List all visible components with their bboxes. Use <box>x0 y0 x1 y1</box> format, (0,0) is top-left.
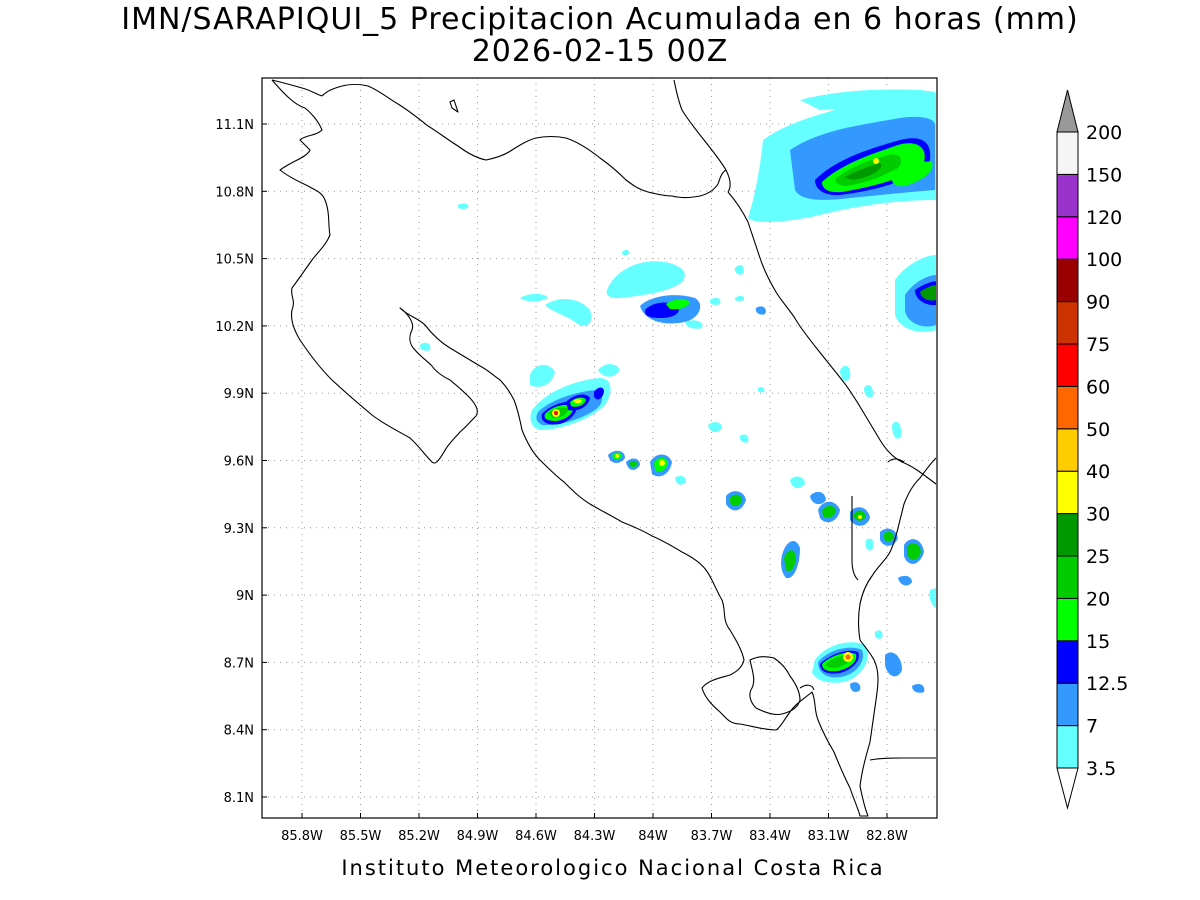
legend-swatch <box>1056 555 1079 599</box>
precip-cell-east-edge <box>895 255 936 332</box>
legend-label: 100 <box>1086 249 1122 271</box>
x-tick-label: 84.3W <box>574 829 616 844</box>
x-tick-label: 83.1W <box>808 829 850 844</box>
legend-label: 90 <box>1086 292 1110 314</box>
y-tick-label: 9.6N <box>224 455 254 470</box>
legend-label: 50 <box>1086 419 1110 441</box>
legend-label: 75 <box>1086 334 1110 356</box>
legend-swatch <box>1056 597 1079 642</box>
y-tick-label: 8.4N <box>224 724 254 739</box>
x-tick-label: 84W <box>638 829 668 844</box>
legend-swatch <box>1056 428 1079 472</box>
legend-arrow-low <box>1056 767 1079 810</box>
legend-label: 15 <box>1086 631 1110 653</box>
color-legend: 3.5 7 12.5 15 20 25 30 40 50 60 75 90 100 120 150 200 <box>1056 89 1128 810</box>
legend-swatch <box>1056 343 1079 387</box>
precip-cell-northeast <box>748 89 936 222</box>
x-tick-label: 84.6W <box>515 829 557 844</box>
map-title: IMN/SARAPIQUI_5 Precipitacion Acumulada … <box>121 2 1079 37</box>
x-tick-label: 84.9W <box>457 829 499 844</box>
precip-cell-north-central <box>520 261 701 326</box>
legend-label: 20 <box>1086 588 1110 610</box>
y-axis: 11.1N 10.8N 10.5N 10.2N 9.9N 9.6N 9.3N 9N 8.7N 8.… <box>215 118 267 806</box>
legend-swatch <box>1056 513 1079 557</box>
footer-credit: Instituto Meteorologico Nacional Costa R… <box>341 856 885 880</box>
coastline <box>271 79 937 817</box>
y-tick-label: 10.5N <box>215 253 254 268</box>
legend-label: 25 <box>1086 546 1110 568</box>
legend-label: 60 <box>1086 376 1110 398</box>
precip-cell-central <box>608 422 746 511</box>
x-tick-label: 85.5W <box>340 829 382 844</box>
legend-swatch <box>1056 216 1079 260</box>
map-frame <box>261 77 938 819</box>
legend-swatch <box>1056 301 1079 345</box>
x-tick-label: 82.8W <box>866 829 908 844</box>
legend-label: 12.5 <box>1086 673 1128 695</box>
x-tick-label: 85.2W <box>398 829 440 844</box>
legend-swatch <box>1056 173 1079 218</box>
y-tick-label: 9.3N <box>224 522 254 537</box>
y-tick-label: 10.8N <box>215 185 254 200</box>
legend-label: 30 <box>1086 504 1110 526</box>
map-date: 2026-02-15 00Z <box>471 34 729 69</box>
legend-arrow-high <box>1056 89 1079 133</box>
legend-label: 120 <box>1086 207 1122 229</box>
legend-swatch <box>1056 682 1079 727</box>
y-tick-label: 10.2N <box>215 320 254 335</box>
x-tick-label: 83.7W <box>691 829 733 844</box>
legend-label: 150 <box>1086 164 1122 186</box>
legend-swatch <box>1056 640 1079 684</box>
legend-swatch <box>1056 131 1079 175</box>
legend-swatch <box>1056 385 1079 430</box>
y-tick-label: 9.9N <box>224 387 254 402</box>
y-tick-label: 11.1N <box>215 118 254 133</box>
precip-cell-west-central <box>530 364 620 430</box>
legend-swatch <box>1056 258 1079 303</box>
legend-label: 200 <box>1086 122 1122 144</box>
precipitation-field <box>419 89 936 693</box>
legend-label: 40 <box>1086 461 1110 483</box>
x-axis: 85.8W 85.5W 85.2W 84.9W 84.6W 84.3W 84W 83.7W 83… <box>281 813 908 844</box>
legend-label: 3.5 <box>1086 758 1116 780</box>
precip-cell-south <box>812 630 925 693</box>
y-tick-label: 8.1N <box>224 791 254 806</box>
legend-swatch <box>1056 470 1079 515</box>
precip-cell-scattered <box>419 203 766 443</box>
x-tick-label: 83.4W <box>749 829 791 844</box>
legend-swatch <box>1056 725 1079 769</box>
legend-label: 7 <box>1086 716 1098 738</box>
y-tick-label: 9N <box>236 589 254 604</box>
x-tick-label: 85.8W <box>281 829 323 844</box>
precip-cell-southeast <box>781 365 936 608</box>
y-tick-label: 8.7N <box>224 656 254 671</box>
